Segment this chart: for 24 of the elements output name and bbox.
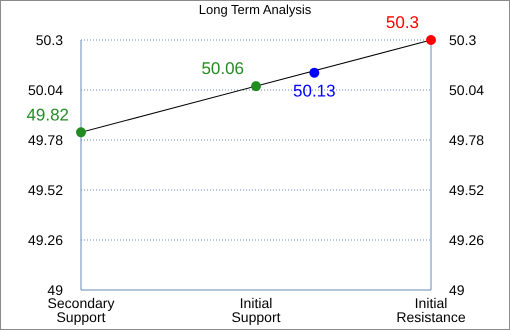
y2-tick-label: 49.26 xyxy=(449,232,484,248)
data-label: 50.06 xyxy=(201,59,244,78)
point xyxy=(76,127,86,138)
y-tick-label: 49.78 xyxy=(28,132,64,148)
y2-tick-label: 49 xyxy=(449,282,465,298)
y2-tick-label: 50.3 xyxy=(449,32,476,48)
y2-tick-label: 49.52 xyxy=(449,182,484,198)
y-tick-label: 49 xyxy=(47,282,64,298)
x-tick-label: Initial Support xyxy=(231,295,281,325)
y-tick-label: 49.52 xyxy=(28,182,64,198)
data-label: 50.3 xyxy=(386,13,419,32)
data-label: 49.82 xyxy=(26,105,69,124)
x-tick-label: Secondary Support xyxy=(48,295,114,325)
y-tick-label: 49.26 xyxy=(28,232,64,248)
y2-tick-label: 50.04 xyxy=(449,82,484,98)
point xyxy=(251,81,261,92)
data-label: 50.13 xyxy=(293,82,336,101)
y-tick-label: 50.3 xyxy=(36,32,64,48)
y-tick-label: 50.04 xyxy=(28,82,64,98)
x-tick-label: Initial Resistance xyxy=(396,295,466,325)
point xyxy=(426,35,436,45)
point xyxy=(309,68,320,78)
chart-title: Long Term Analysis xyxy=(198,2,312,17)
y2-tick-label: 49.78 xyxy=(449,132,484,148)
